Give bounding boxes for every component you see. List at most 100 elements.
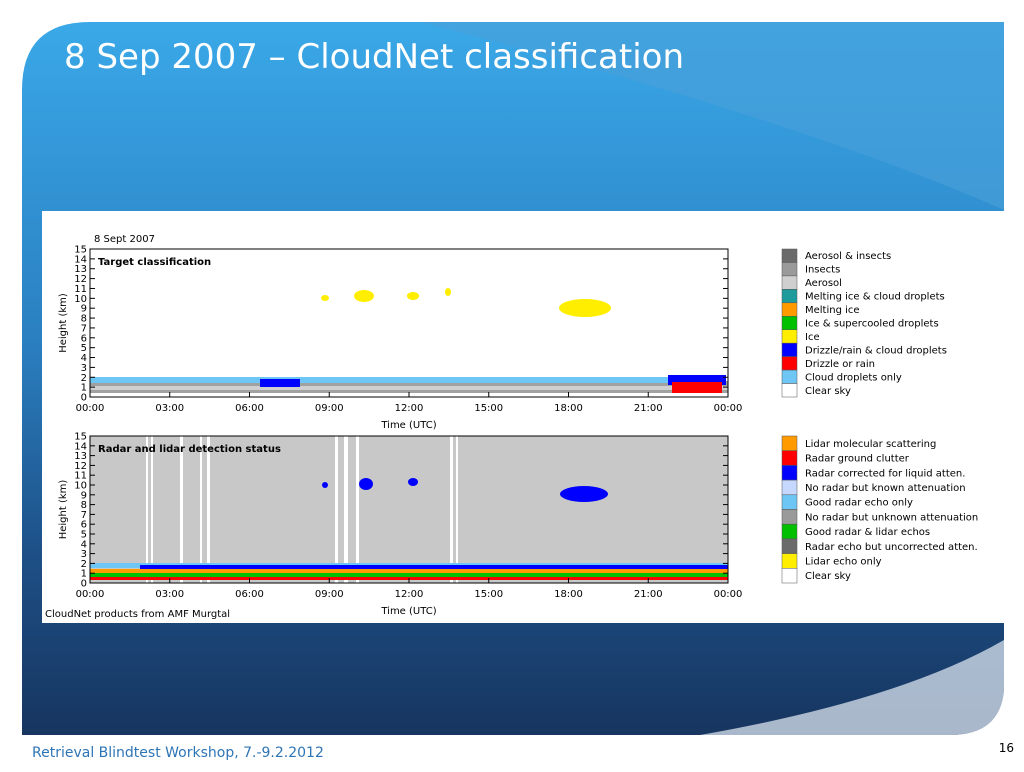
legend-swatch [781, 369, 798, 384]
figure-date: 8 Sept 2007 [94, 234, 155, 245]
x-tick-label: 21:00 [634, 589, 663, 600]
x-tick-label: 03:00 [155, 589, 184, 600]
x-axis-label: Time (UTC) [380, 606, 436, 617]
y-tick-label: 12 [74, 274, 87, 285]
y-tick-label: 0 [81, 579, 87, 590]
y-tick-label: 7 [81, 323, 87, 334]
slide-title: 8 Sep 2007 – CloudNet classification [64, 37, 684, 77]
x-tick-label: 03:00 [155, 403, 184, 414]
credit: CloudNet products from AMF Murgtal [45, 609, 230, 620]
legend-label: Insects [805, 265, 840, 276]
detection-image [90, 436, 728, 583]
x-tick-label: 00:00 [714, 403, 743, 414]
legend-label: Melting ice [805, 305, 860, 316]
y-tick-label: 5 [81, 343, 87, 354]
x-tick-label: 06:00 [235, 403, 264, 414]
legend-label: Clear sky [805, 571, 851, 582]
legend-swatch [781, 479, 798, 496]
legend-swatch [781, 356, 798, 371]
legend-swatch [781, 450, 798, 466]
x-tick-label: 00:00 [714, 589, 743, 600]
legend-label: Aerosol [805, 278, 842, 289]
legend-label: Drizzle or rain [805, 359, 875, 370]
legend-swatch [781, 494, 798, 510]
y-tick-label: 0 [81, 393, 87, 404]
legend-label: Clear sky [805, 386, 851, 397]
legend-swatch [781, 509, 798, 525]
legend-label: Melting ice & cloud droplets [805, 292, 945, 303]
classification-image [90, 288, 728, 393]
x-tick-label: 09:00 [315, 403, 344, 414]
y-tick-label: 3 [81, 363, 87, 374]
x-tick-label: 06:00 [235, 589, 264, 600]
y-tick-label: 6 [81, 520, 87, 531]
y-tick-label: 5 [81, 530, 87, 541]
x-tick-label: 09:00 [315, 589, 344, 600]
legend-label: Radar echo but uncorrected atten. [805, 542, 978, 553]
legend-label: No radar but known attenuation [805, 483, 966, 494]
swoosh [700, 640, 1004, 735]
x-axis-label: Time (UTC) [380, 420, 436, 431]
x-tick-label: 15:00 [474, 589, 503, 600]
legend-swatch [781, 275, 798, 290]
legend-swatch [781, 329, 798, 344]
legend-label: Good radar echo only [805, 498, 913, 509]
legend-label: Ice & supercooled droplets [805, 319, 939, 330]
y-tick-label: 14 [74, 254, 87, 265]
legend-swatch [781, 538, 798, 554]
panel-label: Radar and lidar detection status [98, 444, 281, 455]
x-tick-label: 21:00 [634, 403, 663, 414]
legend-label: Radar corrected for liquid atten. [805, 468, 965, 479]
legend-swatch [781, 342, 798, 357]
y-tick-label: 9 [81, 490, 87, 501]
legend-swatch [781, 248, 798, 263]
legend-label: Good radar & lidar echos [805, 527, 930, 538]
y-tick-label: 13 [74, 264, 87, 275]
x-tick-label: 00:00 [76, 589, 105, 600]
legend-label: Lidar molecular scattering [805, 439, 936, 450]
y-axis-label: Height (km) [58, 293, 69, 353]
legend-swatch [781, 383, 798, 398]
y-tick-label: 13 [74, 451, 87, 462]
x-tick-label: 18:00 [554, 589, 583, 600]
y-axis-label: Height (km) [58, 480, 69, 540]
y-tick-label: 10 [74, 294, 87, 305]
y-tick-label: 8 [81, 314, 87, 325]
legend-swatch [781, 568, 798, 584]
legend-label: Aerosol & insects [805, 251, 891, 262]
y-tick-label: 1 [81, 569, 87, 580]
y-tick-label: 1 [81, 383, 87, 394]
y-tick-label: 2 [81, 559, 87, 570]
legend-swatch [781, 262, 798, 277]
legend-label: Ice [805, 332, 820, 343]
x-tick-label: 15:00 [474, 403, 503, 414]
legend-swatch [781, 316, 798, 330]
x-tick-label: 18:00 [554, 403, 583, 414]
legend-swatch [781, 553, 798, 569]
legend-label: Cloud droplets only [805, 372, 902, 383]
y-tick-label: 7 [81, 510, 87, 521]
y-tick-label: 14 [74, 441, 87, 452]
panel-label: Target classification [98, 257, 211, 268]
page-number: 16 [999, 741, 1014, 755]
legend-swatch [781, 302, 798, 317]
y-tick-label: 15 [74, 245, 87, 256]
legend-swatch [781, 523, 798, 540]
legend-swatch [781, 465, 798, 481]
y-tick-label: 4 [81, 539, 87, 550]
footer: Retrieval Blindtest Workshop, 7.-9.2.201… [32, 745, 324, 761]
y-tick-label: 10 [74, 481, 87, 492]
y-tick-label: 15 [74, 432, 87, 443]
x-tick-label: 12:00 [395, 403, 424, 414]
x-tick-label: 00:00 [76, 403, 105, 414]
y-tick-label: 9 [81, 304, 87, 315]
swoosh [420, 22, 1004, 210]
y-tick-label: 11 [74, 471, 87, 482]
legend-label: No radar but unknown attenuation [805, 512, 978, 523]
legend-swatch [781, 289, 798, 304]
legend-label: Radar ground clutter [805, 454, 910, 465]
y-tick-label: 8 [81, 500, 87, 511]
x-tick-label: 12:00 [395, 589, 424, 600]
y-tick-label: 11 [74, 284, 87, 295]
